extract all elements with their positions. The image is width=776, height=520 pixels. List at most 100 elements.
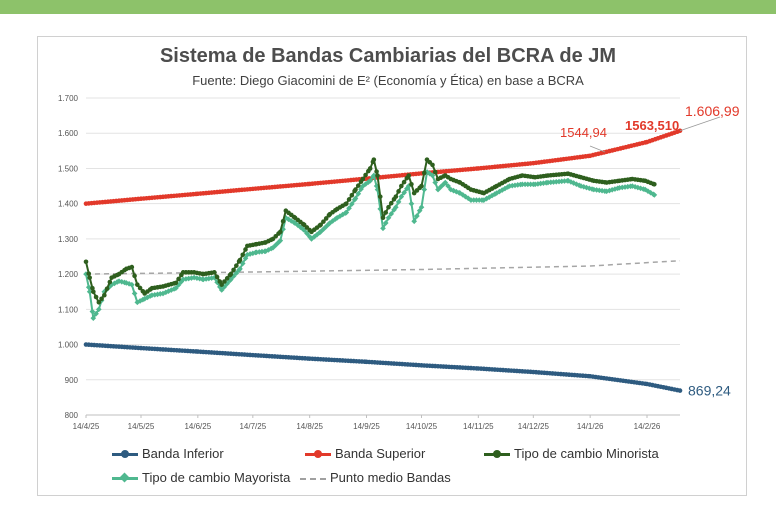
x-tick-label: 14/9/25 <box>353 422 380 431</box>
point-tipo-de-cambio-minorista <box>321 219 326 224</box>
point-tipo-de-cambio-minorista <box>176 276 181 282</box>
y-tick-label: 1.200 <box>58 270 79 279</box>
point-tipo-de-cambio-minorista <box>371 157 377 162</box>
legend-swatch-minorista <box>484 448 510 460</box>
y-tick-label: 900 <box>65 376 79 385</box>
point-tipo-de-cambio-mayorista <box>380 225 386 232</box>
point-tipo-de-cambio-minorista <box>386 204 391 210</box>
point-tipo-de-cambio-minorista <box>222 279 227 284</box>
point-tipo-de-cambio-mayorista <box>304 230 310 237</box>
series-line-banda-superior <box>85 129 681 205</box>
point-tipo-de-cambio-minorista <box>419 183 424 189</box>
y-tick-label: 1.000 <box>58 341 79 350</box>
annotation-1606-leader <box>679 116 721 132</box>
point-tipo-de-cambio-mayorista <box>348 201 355 207</box>
y-tick-label: 1.300 <box>58 235 79 244</box>
point-tipo-de-cambio-mayorista <box>408 200 415 207</box>
point-tipo-de-cambio-mayorista <box>218 287 225 293</box>
point-tipo-de-cambio-minorista <box>363 172 368 178</box>
point-tipo-de-cambio-minorista <box>349 192 355 198</box>
point-tipo-de-cambio-mayorista <box>445 183 451 189</box>
point-tipo-de-cambio-minorista <box>87 275 92 280</box>
legend-label-punto-medio: Punto medio Bandas <box>330 470 451 485</box>
legend-label-banda-inferior: Banda Inferior <box>142 446 224 461</box>
x-tick-label: 14/7/25 <box>239 422 266 431</box>
point-tipo-de-cambio-mayorista <box>651 192 658 198</box>
point-tipo-de-cambio-minorista <box>212 270 217 275</box>
point-tipo-de-cambio-minorista <box>406 173 411 178</box>
point-tipo-de-cambio-minorista <box>104 286 110 291</box>
legend-swatch-punto-medio <box>300 472 326 484</box>
point-tipo-de-cambio-mayorista <box>367 177 374 184</box>
annotation-1606: 1.606,99 <box>685 103 740 119</box>
point-tipo-de-cambio-mayorista <box>395 199 402 205</box>
legend-label-minorista: Tipo de cambio Minorista <box>514 446 659 461</box>
x-tick-label: 14/6/25 <box>184 422 211 431</box>
point-tipo-de-cambio-minorista <box>323 216 329 221</box>
legend-item-mayorista: Tipo de cambio Mayorista <box>112 470 290 485</box>
legend-swatch-banda-inferior <box>112 448 138 460</box>
point-tipo-de-cambio-minorista <box>280 218 286 224</box>
y-tick-label: 1.600 <box>58 129 79 138</box>
point-tipo-de-cambio-mayorista <box>385 214 392 221</box>
legend-item-minorista: Tipo de cambio Minorista <box>484 446 659 461</box>
point-tipo-de-cambio-minorista <box>380 215 386 221</box>
point-tipo-de-cambio-minorista <box>421 170 427 176</box>
point-tipo-de-cambio-mayorista <box>421 186 428 193</box>
y-tick-label: 1.500 <box>58 164 79 173</box>
x-tick-label: 14/10/25 <box>406 422 438 431</box>
point-tipo-de-cambio-minorista <box>90 285 95 291</box>
point-tipo-de-cambio-minorista <box>432 169 438 175</box>
y-tick-label: 1.400 <box>58 200 79 209</box>
point-tipo-de-cambio-minorista <box>173 280 179 286</box>
annotation-1544-leader <box>589 145 606 153</box>
point-tipo-de-cambio-minorista <box>374 169 379 174</box>
point-tipo-de-cambio-minorista <box>652 181 657 187</box>
point-tipo-de-cambio-mayorista <box>432 179 439 186</box>
point-tipo-de-cambio-mayorista <box>129 281 135 288</box>
point-tipo-de-cambio-minorista <box>318 222 323 228</box>
point-tipo-de-cambio-minorista <box>243 247 248 252</box>
point-tipo-de-cambio-minorista <box>132 273 137 279</box>
point-tipo-de-cambio-minorista <box>224 276 230 281</box>
point-tipo-de-cambio-minorista <box>83 259 89 265</box>
point-tipo-de-cambio-minorista <box>353 187 358 192</box>
y-tick-label: 1.700 <box>58 94 79 103</box>
series-line-punto-medio <box>85 259 681 275</box>
x-tick-label: 14/8/25 <box>296 422 323 431</box>
point-tipo-de-cambio-minorista <box>107 279 113 285</box>
point-tipo-de-cambio-minorista <box>137 285 143 291</box>
x-tick-label: 14/12/25 <box>518 422 550 431</box>
x-tick-label: 14/5/25 <box>128 422 155 431</box>
point-tipo-de-cambio-mayorista <box>237 265 243 272</box>
point-tipo-de-cambio-minorista <box>396 189 401 194</box>
point-tipo-de-cambio-mayorista <box>388 211 395 217</box>
point-tipo-de-cambio-minorista <box>344 201 349 206</box>
y-tick-label: 800 <box>65 411 79 420</box>
point-banda-inferior <box>677 388 683 393</box>
point-tipo-de-cambio-mayorista <box>131 290 138 297</box>
point-tipo-de-cambio-minorista <box>355 183 361 188</box>
x-tick-label: 14/4/25 <box>73 422 100 431</box>
point-tipo-de-cambio-minorista <box>234 263 239 268</box>
point-tipo-de-cambio-minorista <box>99 296 104 302</box>
point-tipo-de-cambio-minorista <box>214 274 220 280</box>
annotation-1563: 1563,510 <box>625 118 679 133</box>
point-tipo-de-cambio-minorista <box>401 179 407 185</box>
point-tipo-de-cambio-minorista <box>360 176 366 182</box>
point-tipo-de-cambio-mayorista <box>414 213 420 219</box>
point-tipo-de-cambio-minorista <box>346 197 352 202</box>
chart-subtitle: Fuente: Diego Giacomini de E² (Economía … <box>192 73 584 88</box>
legend-item-punto-medio: Punto medio Bandas <box>300 470 451 485</box>
top-accent-bar <box>0 0 776 14</box>
x-tick-label: 14/1/26 <box>577 422 604 431</box>
point-tipo-de-cambio-minorista <box>377 194 383 199</box>
point-tipo-de-cambio-minorista <box>228 271 234 277</box>
point-tipo-de-cambio-minorista <box>430 162 435 168</box>
point-tipo-de-cambio-minorista <box>399 183 404 189</box>
point-tipo-de-cambio-mayorista <box>401 189 407 196</box>
legend-label-mayorista: Tipo de cambio Mayorista <box>142 470 291 485</box>
point-tipo-de-cambio-minorista <box>129 264 135 270</box>
point-tipo-de-cambio-minorista <box>93 294 99 300</box>
